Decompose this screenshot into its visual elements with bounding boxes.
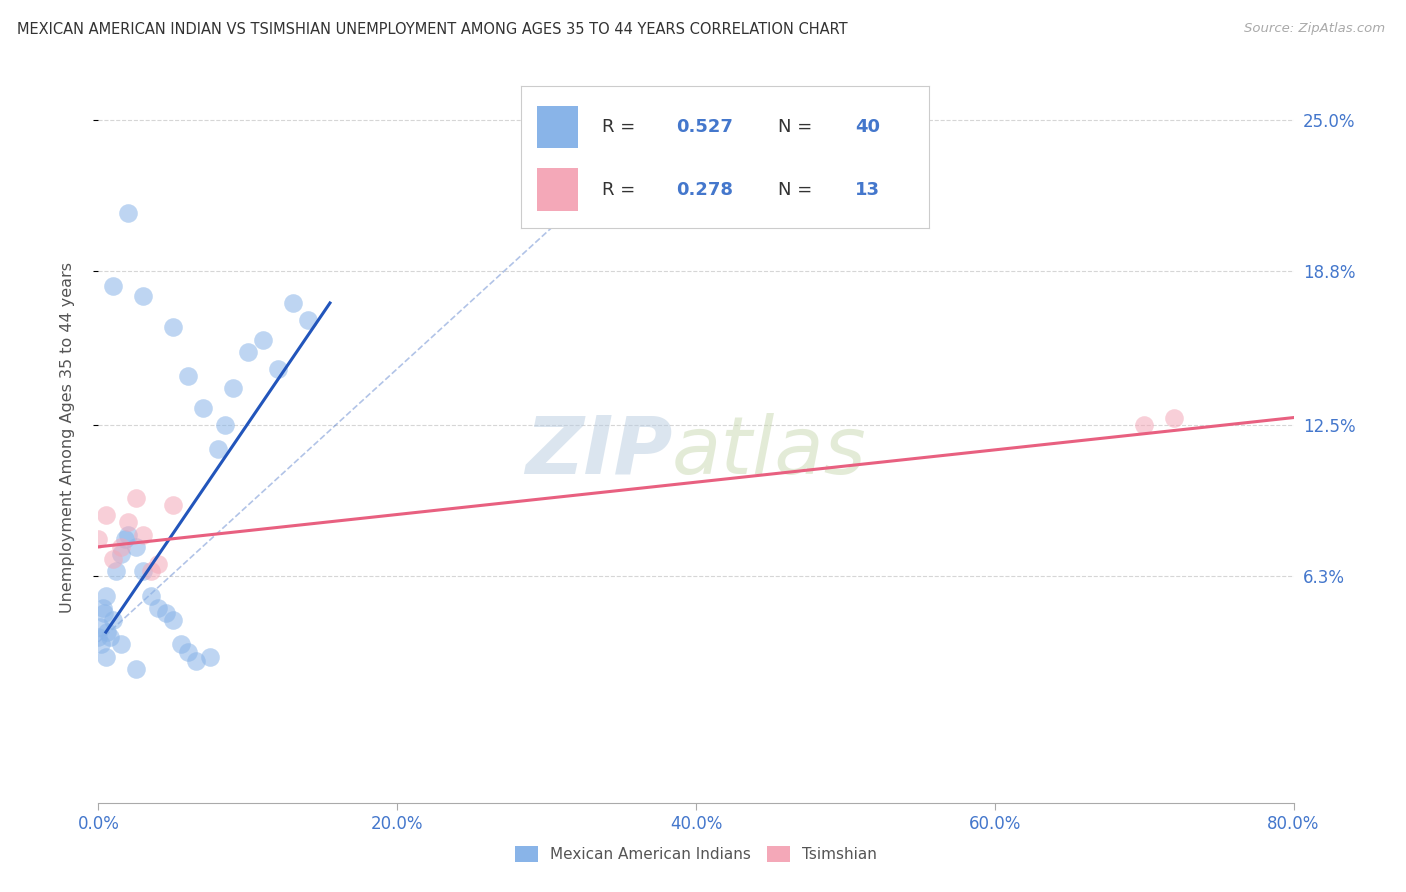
Point — [1133, 417, 1156, 432]
Point — [214, 417, 236, 432]
Point — [281, 296, 304, 310]
Point — [105, 564, 128, 578]
Point — [139, 589, 162, 603]
Point — [96, 625, 118, 640]
Text: Source: ZipAtlas.com: Source: ZipAtlas.com — [1244, 22, 1385, 36]
Point — [184, 654, 207, 668]
Point — [169, 637, 191, 651]
Point — [117, 527, 139, 541]
Text: ZIP: ZIP — [524, 413, 672, 491]
Text: N =: N = — [778, 181, 818, 199]
Point — [87, 630, 110, 644]
Point — [132, 564, 155, 578]
Point — [155, 606, 177, 620]
Point — [93, 606, 115, 620]
Point — [222, 381, 245, 395]
Point — [132, 527, 155, 541]
Point — [125, 662, 148, 676]
Point — [103, 279, 125, 293]
Point — [110, 637, 132, 651]
Text: 0.527: 0.527 — [676, 118, 733, 136]
Point — [236, 344, 259, 359]
Y-axis label: Unemployment Among Ages 35 to 44 years: Unemployment Among Ages 35 to 44 years — [60, 261, 75, 613]
Point — [110, 540, 132, 554]
Point — [162, 499, 184, 513]
Point — [132, 288, 155, 302]
Text: R =: R = — [602, 118, 641, 136]
Text: MEXICAN AMERICAN INDIAN VS TSIMSHIAN UNEMPLOYMENT AMONG AGES 35 TO 44 YEARS CORR: MEXICAN AMERICAN INDIAN VS TSIMSHIAN UNE… — [17, 22, 848, 37]
Legend: Mexican American Indians, Tsimshian: Mexican American Indians, Tsimshian — [509, 840, 883, 868]
Text: R =: R = — [602, 181, 641, 199]
Point — [89, 620, 111, 634]
Text: atlas: atlas — [672, 413, 868, 491]
Point — [148, 600, 170, 615]
Point — [177, 369, 200, 384]
Point — [177, 645, 200, 659]
Point — [94, 649, 117, 664]
Point — [200, 649, 222, 664]
Point — [94, 589, 117, 603]
Point — [207, 442, 229, 457]
Point — [252, 333, 274, 347]
Point — [148, 557, 170, 571]
Point — [94, 508, 117, 522]
Point — [103, 552, 125, 566]
Point — [91, 600, 114, 615]
Bar — [537, 105, 578, 148]
Point — [103, 613, 125, 627]
Point — [110, 547, 132, 561]
Text: 0.278: 0.278 — [676, 181, 733, 199]
Point — [139, 564, 162, 578]
Point — [90, 637, 112, 651]
Text: 40: 40 — [855, 118, 880, 136]
Point — [125, 540, 148, 554]
Point — [162, 613, 184, 627]
Text: 13: 13 — [855, 181, 880, 199]
Point — [117, 206, 139, 220]
Point — [267, 361, 290, 376]
Text: N =: N = — [778, 118, 818, 136]
Point — [87, 533, 110, 547]
Point — [117, 516, 139, 530]
Point — [162, 320, 184, 334]
Point — [98, 630, 122, 644]
Point — [1163, 410, 1185, 425]
Point — [114, 533, 136, 547]
Bar — [537, 169, 578, 211]
Point — [297, 313, 319, 327]
Point — [125, 491, 148, 505]
Point — [191, 401, 214, 415]
